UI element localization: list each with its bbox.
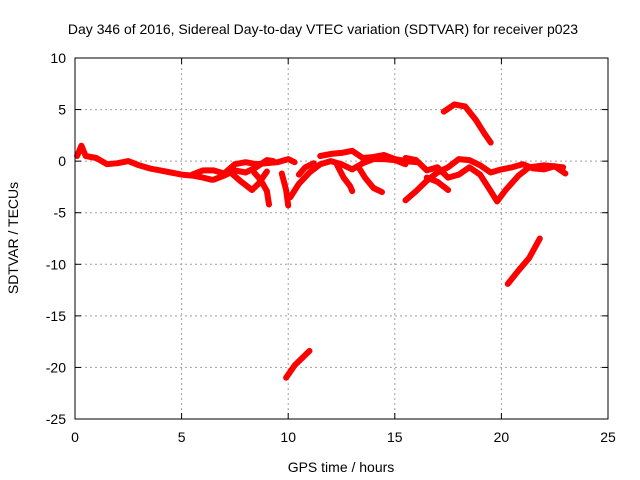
x-tick-label: 10	[280, 429, 296, 445]
series-layer	[74, 101, 569, 381]
series-arc-7	[287, 156, 409, 201]
series-arc-1	[74, 142, 215, 183]
y-tick-label: -20	[46, 359, 66, 375]
plot-frame	[74, 57, 609, 420]
y-tick-label: -25	[46, 411, 66, 427]
series-arc-8	[317, 147, 420, 166]
series-arc-10	[334, 162, 356, 195]
series-arc-11	[355, 164, 385, 196]
series-arc-3	[210, 157, 277, 183]
y-axis-label: SDTVAR / TECUs	[5, 182, 21, 294]
series-arc-13	[402, 155, 567, 205]
series-arc-17	[504, 235, 543, 287]
series-arc-14	[423, 174, 452, 193]
y-tick-label: -15	[46, 308, 66, 324]
series-arc-5	[251, 169, 272, 208]
y-tick-label: -10	[46, 256, 66, 272]
x-tick-label: 20	[494, 429, 510, 445]
y-tick-label: 10	[50, 50, 66, 66]
y-tick-label: 5	[58, 102, 66, 118]
x-axis-label: GPS time / hours	[288, 459, 395, 475]
x-tick-label: 15	[387, 429, 403, 445]
x-tick-label: 25	[600, 429, 616, 445]
x-tick-label: 0	[71, 429, 79, 445]
x-tick-label: 5	[178, 429, 186, 445]
grid	[75, 58, 608, 419]
series-arc-15	[440, 101, 494, 146]
series-arc-6	[278, 170, 292, 209]
chart-title: Day 346 of 2016, Sidereal Day-to-day VTE…	[68, 21, 578, 37]
y-tick-label: 0	[58, 153, 66, 169]
axis-ticks: 0 5 10 15 20 25 -25 -20 -15 -10 -5 0 5 10	[46, 50, 616, 445]
series-arc-2	[189, 156, 298, 178]
series-arc-9	[295, 160, 317, 178]
series-arc-16	[283, 347, 313, 381]
y-tick-label: -5	[54, 205, 67, 221]
